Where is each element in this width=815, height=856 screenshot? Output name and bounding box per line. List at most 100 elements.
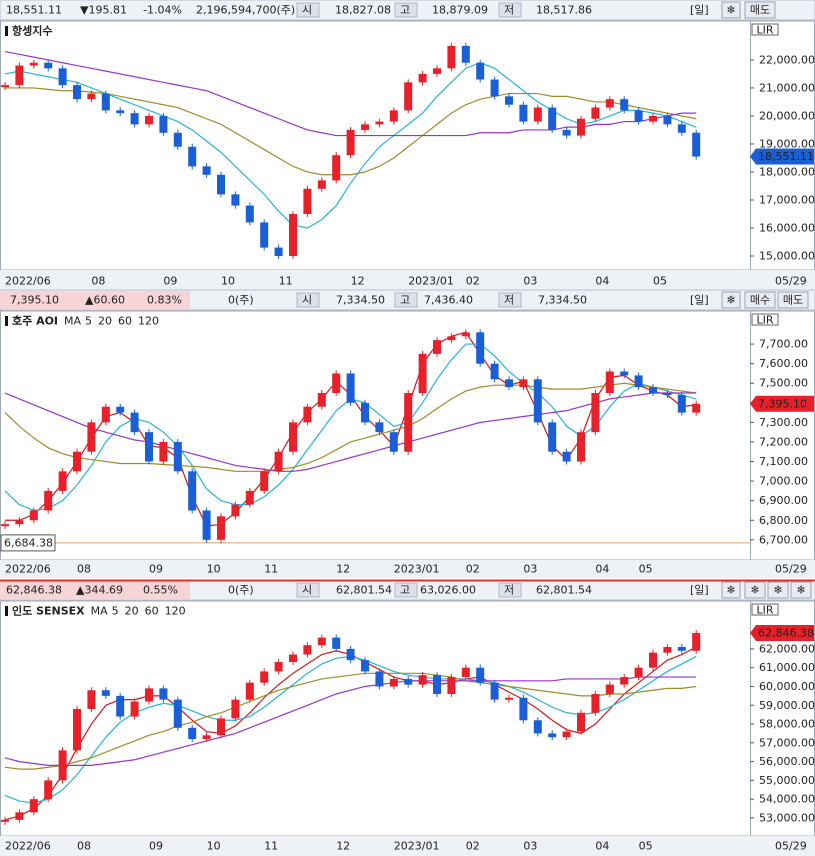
candle <box>361 402 369 423</box>
trade-button-label[interactable]: 매도 <box>783 294 803 307</box>
candle <box>505 96 513 105</box>
ma-line <box>5 87 697 176</box>
trade-button[interactable] <box>777 291 809 309</box>
candle <box>44 62 53 69</box>
candle <box>346 129 355 156</box>
y-tick-label: 17,000.00 <box>759 193 815 206</box>
candle <box>44 490 53 511</box>
candle <box>173 699 182 728</box>
x-tick-label: 09 <box>149 563 163 576</box>
candle <box>274 451 283 472</box>
candle <box>361 660 369 672</box>
header-label-box <box>498 292 522 308</box>
last-value-label: 7,395.10 <box>758 397 807 410</box>
period-button[interactable]: [일] <box>690 583 709 597</box>
settings-icon: ❄ <box>726 584 735 597</box>
candle <box>490 79 499 97</box>
tool-button[interactable] <box>767 581 789 599</box>
x-tick-label: 2022/06 <box>5 840 51 853</box>
x-tick-label: 10 <box>207 563 221 576</box>
candle <box>677 394 686 413</box>
legend-entry: 120 <box>165 605 186 618</box>
header-label-box <box>498 2 522 18</box>
x-tick-label: 2023/01 <box>408 275 454 288</box>
candle <box>692 633 701 651</box>
candle <box>548 733 557 738</box>
trade-button[interactable] <box>744 1 776 19</box>
y-tick-label: 16,000.00 <box>759 221 815 234</box>
candle <box>289 654 297 663</box>
x-tick-label: 04 <box>595 840 609 853</box>
candle <box>274 662 283 672</box>
candle <box>577 118 585 136</box>
header-value: 62,801.54 <box>336 584 392 597</box>
x-axis-strip <box>0 836 815 856</box>
candle <box>145 115 153 125</box>
period-button[interactable]: [일] <box>690 293 709 307</box>
candle <box>58 750 67 781</box>
trade-button-label[interactable]: 매수 <box>750 294 770 307</box>
header-label-box <box>296 582 320 598</box>
candle <box>620 371 629 376</box>
candle <box>375 671 384 687</box>
title-marker <box>5 26 8 36</box>
candle <box>562 451 571 462</box>
trade-button-label[interactable]: 매도 <box>750 4 770 17</box>
legend-entry: 60 <box>118 315 132 328</box>
settings-icon: ❄ <box>726 4 735 17</box>
candle <box>231 699 240 719</box>
chart-title: 항셍지수 <box>12 24 52 38</box>
candle <box>202 166 211 175</box>
settings-button[interactable] <box>721 291 741 309</box>
legend-entry: 120 <box>138 315 159 328</box>
candle <box>519 379 528 388</box>
y-tick-label: 54,000.00 <box>759 793 815 806</box>
settings-button[interactable] <box>721 1 741 19</box>
x-tick-label: 04 <box>595 275 609 288</box>
tool-button[interactable] <box>744 581 766 599</box>
candle <box>418 675 427 685</box>
tool-button[interactable] <box>790 581 812 599</box>
header-value: 18,879.09 <box>432 4 488 17</box>
y-tick-label: 62,000.00 <box>759 642 815 655</box>
title-marker <box>5 606 8 616</box>
y-tick-label: 7,100.00 <box>759 455 808 468</box>
x-tick-label: 12 <box>351 275 365 288</box>
header-value: ▲344.69 <box>76 584 123 597</box>
candle <box>58 68 67 86</box>
last-date: 05/29 <box>775 840 807 853</box>
y-tick-label: 22,000.00 <box>759 53 815 66</box>
candle <box>332 373 341 394</box>
candle <box>605 99 614 108</box>
period-button[interactable]: [일] <box>690 3 709 17</box>
candle <box>202 510 211 540</box>
candle <box>231 504 240 517</box>
ma-label: MA <box>64 315 81 328</box>
candle <box>29 62 38 66</box>
trade-button[interactable] <box>744 291 776 309</box>
header-value: 7,436.40 <box>424 294 473 307</box>
candle <box>317 393 326 407</box>
candle <box>145 432 153 462</box>
settings-button[interactable] <box>721 581 741 599</box>
candle <box>260 671 269 683</box>
mode-label: LIR <box>756 314 773 327</box>
y-tick-label: 6,800.00 <box>759 514 808 527</box>
candle <box>159 688 168 700</box>
x-tick-label: 11 <box>279 275 293 288</box>
candle <box>677 647 686 651</box>
header-label-box <box>296 2 320 18</box>
mode-label: LIR <box>756 24 773 37</box>
header-label-box <box>394 292 418 308</box>
candle <box>461 45 470 63</box>
x-tick-label: 02 <box>466 563 480 576</box>
y-tick-label: 55,000.00 <box>759 774 815 787</box>
mode-box <box>751 23 779 36</box>
header-value: 시 <box>302 584 312 597</box>
candle <box>461 332 470 337</box>
candle <box>260 471 269 491</box>
y-tick-label: 7,000.00 <box>759 475 808 488</box>
candle <box>15 65 24 86</box>
x-tick-label: 2023/01 <box>394 840 440 853</box>
candle <box>173 132 182 147</box>
